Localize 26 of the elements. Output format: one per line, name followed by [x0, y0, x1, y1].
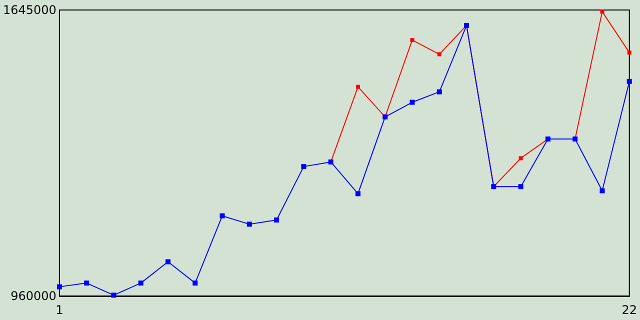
point	[600, 10, 604, 14]
point	[627, 50, 632, 55]
point	[246, 222, 252, 227]
point	[274, 218, 280, 223]
point	[138, 280, 144, 286]
point	[410, 100, 415, 105]
point	[518, 184, 524, 190]
point	[84, 280, 90, 286]
point	[111, 292, 116, 298]
x-tick-label: 1	[56, 303, 64, 317]
point	[166, 259, 170, 264]
point	[436, 89, 442, 94]
y-tick-label: 1645000	[2, 3, 56, 17]
point	[600, 188, 605, 194]
point	[437, 52, 442, 56]
point	[355, 191, 360, 196]
point	[356, 84, 360, 89]
point	[410, 38, 414, 42]
point	[518, 156, 523, 160]
point	[56, 284, 62, 290]
point	[301, 164, 306, 170]
point	[626, 78, 632, 84]
x-tick-label: 22	[622, 303, 638, 317]
point	[220, 213, 225, 218]
point	[192, 280, 198, 286]
y-tick-label: 960000	[10, 289, 56, 303]
